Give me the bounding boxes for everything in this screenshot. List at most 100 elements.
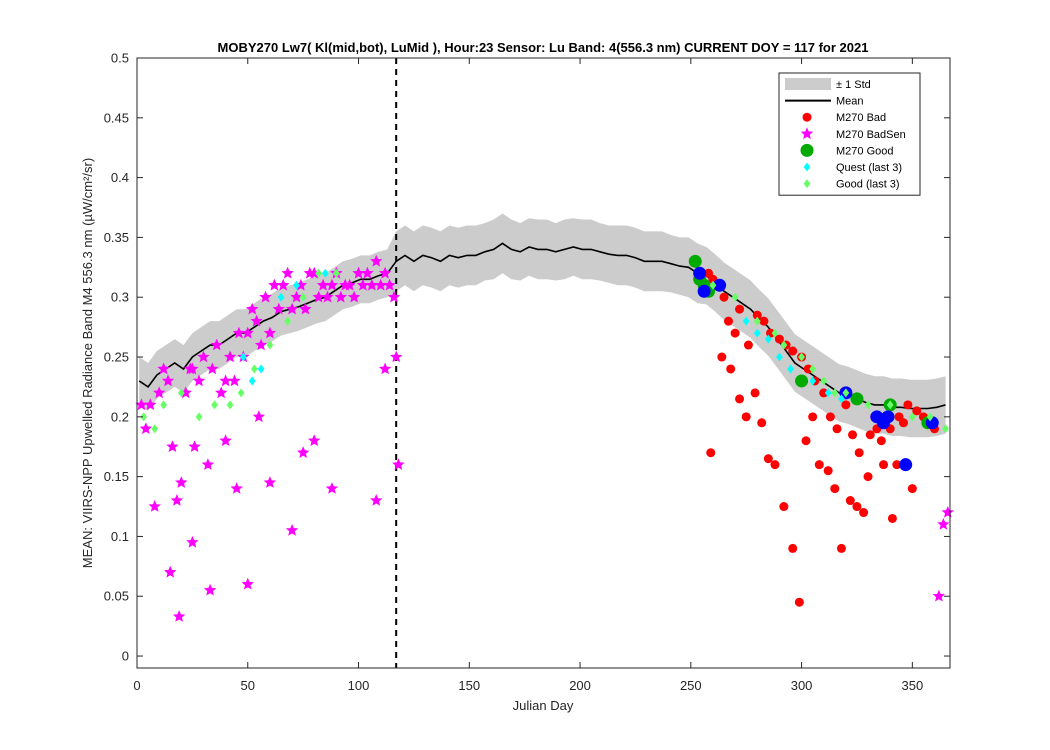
y-tick-label: 0.1 [111, 529, 129, 544]
m270-badsen-point [268, 278, 281, 291]
x-tick-label: 150 [458, 678, 480, 693]
good-last-3--point [780, 340, 788, 350]
axes-frame [136, 57, 951, 669]
m270-badsen-point [166, 440, 179, 452]
m270-badsen-point [365, 278, 378, 291]
x-axis-label: Julian Day [513, 698, 574, 713]
good-last-3--point [284, 316, 292, 326]
m270-bad-point [706, 448, 716, 458]
m270-bad-point [757, 418, 767, 428]
m270-badsen-point [250, 314, 263, 327]
good-last-3--point [226, 400, 234, 410]
m270-badsen-point [135, 398, 148, 411]
m270-badsen-point [263, 326, 277, 339]
quest-last-3--point [321, 268, 329, 278]
m270-bad-point [726, 364, 736, 374]
m270-badsen-point [347, 290, 361, 303]
m270-bad-point [788, 346, 798, 356]
quest-last-3--point [776, 352, 783, 362]
m270-badsen-point [378, 362, 392, 375]
m270-bad-point [750, 388, 760, 398]
legend-1-std-swatch [785, 78, 831, 90]
good-last-3--point [842, 388, 850, 398]
m270-bad-point [845, 496, 855, 506]
good-last-3--point [731, 292, 739, 302]
quest-last-3--point [753, 328, 761, 338]
blue-point [713, 278, 727, 292]
x-tick-label: 300 [791, 678, 813, 693]
std-band-layer [139, 213, 946, 438]
m270-badsen-point [378, 266, 392, 279]
m270-bad-point [912, 406, 922, 416]
m270-badsen-point [203, 583, 217, 596]
m270-bad-point [907, 484, 917, 494]
quest-last-3--point [787, 364, 794, 374]
quest-last-3--point [257, 364, 265, 374]
m270-bad-point [887, 513, 897, 523]
m270-badsen-point [941, 506, 954, 518]
legend-1-std-label: ± 1 Std [836, 79, 871, 91]
good-last-3--point [926, 412, 934, 422]
m270-badsen-point [254, 338, 268, 351]
m270-bad-point [743, 340, 753, 350]
m270-badsen-point [281, 266, 294, 279]
m270-badsen-point [157, 362, 170, 375]
m270-bad-point [774, 334, 784, 344]
std-band [139, 213, 946, 438]
y-tick-label: 0.35 [104, 230, 129, 245]
m270-bad-point [894, 412, 904, 422]
quest-last-3--point [764, 334, 772, 344]
x-tick-label: 50 [241, 678, 255, 693]
m270-badsen-point [206, 362, 219, 375]
good-last-3--point [864, 400, 872, 410]
m270-bad-point [803, 364, 813, 374]
m270-bad-point [865, 430, 875, 440]
y-tick-label: 0.25 [104, 350, 129, 365]
m270-bad-point [823, 466, 833, 476]
quest-last-3--point [838, 394, 845, 404]
good-last-3--point [942, 424, 949, 434]
m270-bad-point [808, 412, 818, 422]
m270-badsen-point [170, 494, 184, 506]
legend-box [778, 72, 921, 196]
legend-m270-badsen-swatch [800, 127, 814, 140]
m270-badsen-point [308, 434, 321, 446]
m270-badsen-point [325, 482, 339, 494]
m270-bad-point [825, 412, 835, 422]
m270-bad-point [876, 436, 886, 446]
good-last-3--point [251, 364, 258, 374]
quest-last-3--point [293, 280, 300, 290]
x-tick-label: 100 [348, 678, 370, 693]
m270-good-point [850, 392, 864, 406]
x-tick-label: 250 [680, 678, 702, 693]
good-last-3--point [886, 400, 894, 410]
m270-badsen-point [186, 535, 199, 548]
m270-badsen-point [201, 458, 215, 470]
m270-bad-point [854, 448, 864, 458]
m270-badsen-point [299, 302, 312, 315]
m270-badsen-point [383, 278, 396, 291]
m270-badsen-point [277, 278, 290, 291]
quest-last-3--point [248, 376, 256, 386]
x-tick-label: 200 [569, 678, 591, 693]
m270-badsen-point [230, 482, 243, 494]
legend-m270-bad-swatch [802, 112, 812, 122]
m270-bad-point [779, 502, 789, 512]
x-tick-label: 0 [133, 678, 140, 693]
m270-bad-point [814, 460, 824, 470]
good-last-3--point [160, 400, 167, 410]
y-tick-label: 0.3 [111, 290, 129, 305]
m270-bad-point [863, 472, 873, 482]
y-tick-label: 0.2 [111, 409, 129, 424]
m270-badsen-point [241, 577, 254, 590]
legend-good-last-3-swatch [803, 179, 811, 189]
m270-badsen-point [192, 374, 206, 387]
mean-line-layer [138, 242, 946, 410]
good-last-3--point [151, 424, 159, 434]
m270-badsen-point [932, 589, 946, 602]
m270-badsen-point [228, 374, 241, 387]
quest-last-3--point [277, 292, 285, 302]
legend-m270-good-swatch [800, 143, 814, 157]
m270-bad-point [841, 400, 851, 410]
